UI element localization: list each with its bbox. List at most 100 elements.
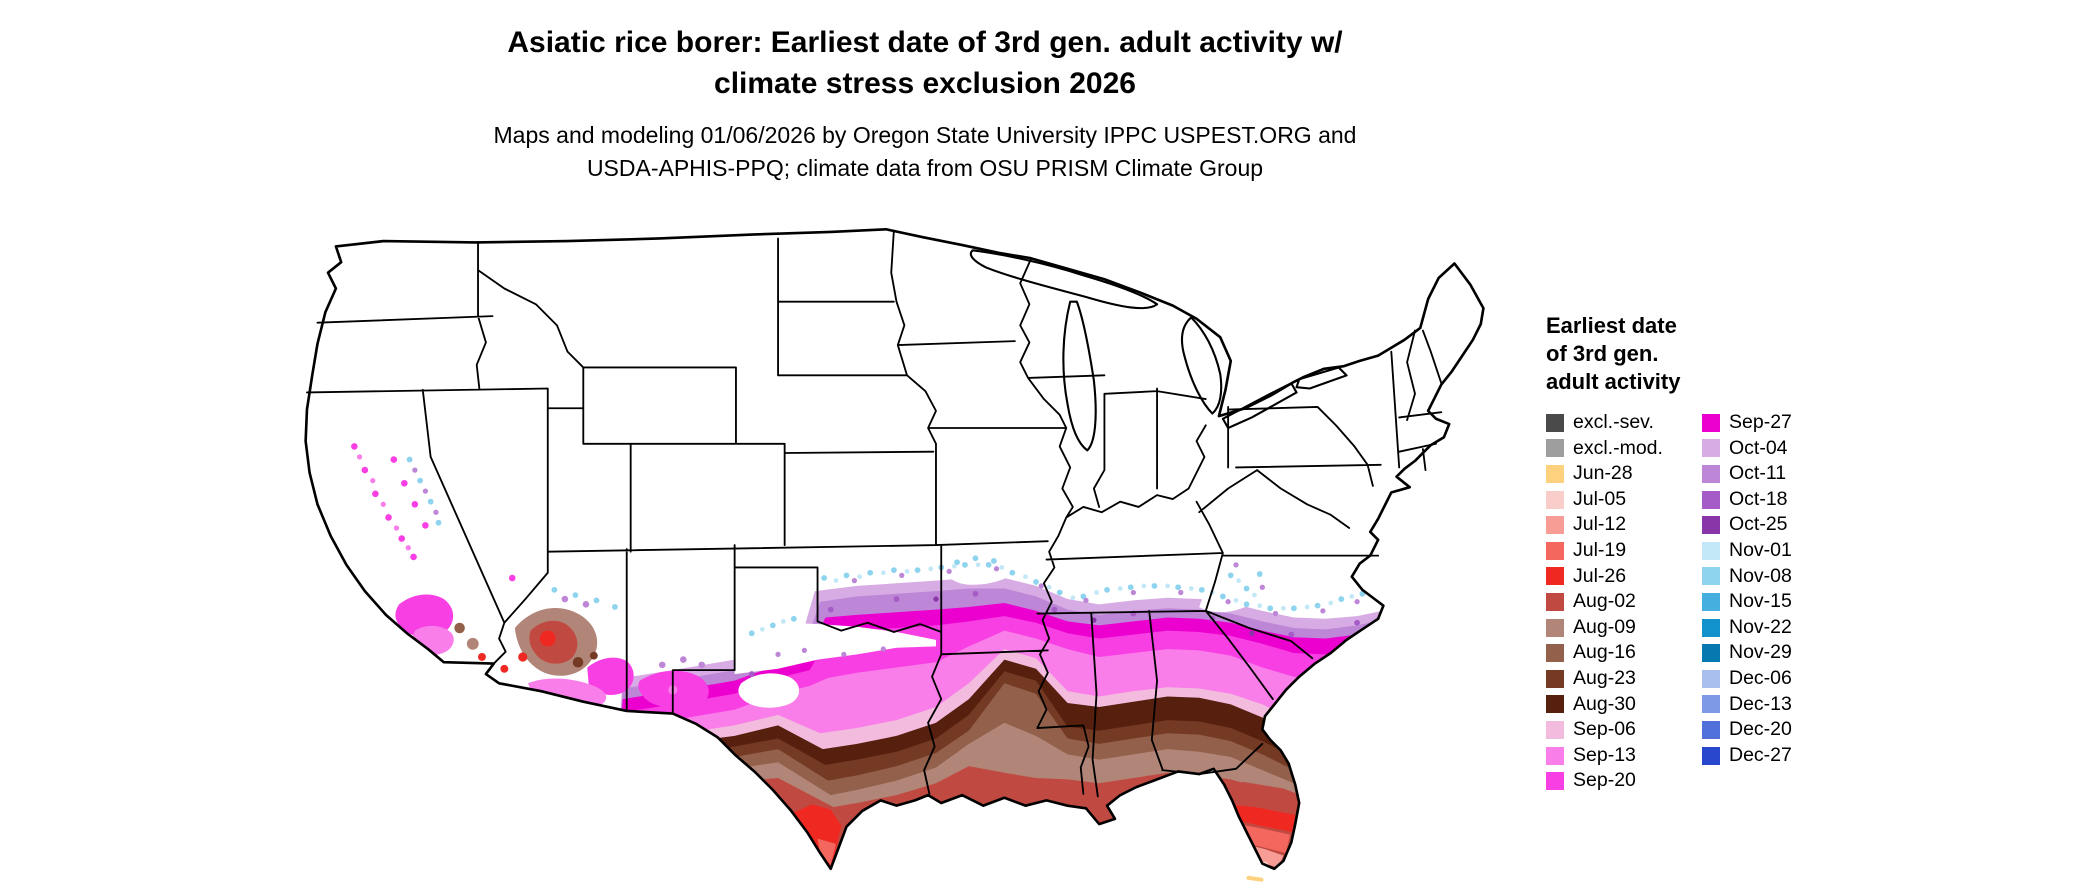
state-borders xyxy=(306,229,1443,798)
legend-label: Sep-06 xyxy=(1573,718,1636,741)
legend-row: Aug-23 xyxy=(1546,666,1702,692)
lake-huron xyxy=(1180,316,1223,415)
subtitle-line-2: USDA-APHIS-PPQ; climate data from OSU PR… xyxy=(586,155,1264,181)
legend-swatch xyxy=(1546,695,1564,714)
legend-swatch xyxy=(1546,618,1564,637)
legend-row: Oct-11 xyxy=(1702,461,1858,487)
map-region-socal-tan xyxy=(466,637,479,650)
map-speckles-pale-cyan xyxy=(759,562,1355,632)
legend-label: excl.-mod. xyxy=(1573,436,1663,459)
map-region-arizona-red xyxy=(539,630,556,647)
map-region-south-texas-jul19 xyxy=(817,838,836,865)
us-outline xyxy=(304,227,1485,871)
map-speckles-california-magenta xyxy=(351,443,516,582)
legend-label: Aug-02 xyxy=(1573,590,1636,613)
lake-superior xyxy=(969,249,1159,310)
legend-title-line-3: adult activity xyxy=(1546,369,1681,394)
legend-title-line-1: Earliest date xyxy=(1546,313,1677,338)
legend-row: Aug-02 xyxy=(1546,589,1702,615)
legend-label: Dec-06 xyxy=(1729,666,1792,689)
legend-swatch xyxy=(1702,746,1720,765)
legend-label: Jul-12 xyxy=(1573,513,1627,536)
map-region-arizona-red xyxy=(518,652,528,662)
legend-swatch xyxy=(1546,720,1564,739)
page-title: Asiatic rice borer: Earliest date of 3rd… xyxy=(290,22,1560,104)
map-speckles-california-pink xyxy=(356,454,411,551)
figure-header: Asiatic rice borer: Earliest date of 3rd… xyxy=(290,22,1560,185)
legend-label: Nov-29 xyxy=(1729,641,1792,664)
figure-subtitle: Maps and modeling 01/06/2026 by Oregon S… xyxy=(290,119,1560,185)
legend-label: Oct-25 xyxy=(1729,513,1788,536)
legend-label: Dec-20 xyxy=(1729,718,1792,741)
lake-erie xyxy=(1221,382,1298,430)
legend-swatch xyxy=(1702,413,1720,432)
legend-swatch xyxy=(1702,439,1720,458)
legend-label: Dec-13 xyxy=(1729,692,1792,715)
legend-label: Oct-18 xyxy=(1729,487,1788,510)
legend-row: Nov-15 xyxy=(1702,589,1858,615)
great-lakes xyxy=(969,249,1348,452)
legend-row: Nov-29 xyxy=(1702,640,1858,666)
legend-swatch xyxy=(1702,592,1720,611)
map-band-aug-02 xyxy=(606,766,1463,869)
legend-swatch xyxy=(1702,618,1720,637)
legend-row: Aug-16 xyxy=(1546,640,1702,666)
legend-swatch xyxy=(1702,490,1720,509)
map-region-florida-jul05 xyxy=(1247,856,1256,865)
legend-swatch xyxy=(1546,464,1564,483)
legend-row: Nov-22 xyxy=(1702,615,1858,641)
legend-swatch xyxy=(1546,413,1564,432)
legend-label: Dec-27 xyxy=(1729,743,1792,766)
map-gap-ozarks xyxy=(943,548,1018,585)
legend-swatch xyxy=(1702,695,1720,714)
legend-swatch xyxy=(1546,644,1564,663)
legend-label: Sep-20 xyxy=(1573,769,1636,792)
map-region-florida-keys-jun28 xyxy=(1246,875,1264,882)
legend-swatch xyxy=(1702,720,1720,739)
map-gap-edwards-plateau xyxy=(738,673,800,708)
legend-row: Nov-01 xyxy=(1702,538,1858,564)
legend-label: Jul-05 xyxy=(1573,487,1627,510)
legend-row: Dec-06 xyxy=(1702,666,1858,692)
legend-label: Nov-01 xyxy=(1729,539,1792,562)
map-region-arizona-darkbrown xyxy=(589,651,598,660)
map-region-arizona-red xyxy=(500,664,509,673)
legend-swatch xyxy=(1702,464,1720,483)
legend-swatch xyxy=(1702,516,1720,535)
subtitle-line-1: Maps and modeling 01/06/2026 by Oregon S… xyxy=(493,122,1357,148)
legend-label: Oct-04 xyxy=(1729,436,1788,459)
legend-label: excl.-sev. xyxy=(1573,411,1654,434)
legend-label: Nov-22 xyxy=(1729,615,1792,638)
legend-swatch xyxy=(1546,439,1564,458)
legend-row: Aug-09 xyxy=(1546,615,1702,641)
legend-title: Earliest date of 3rd gen. adult activity xyxy=(1546,312,1886,396)
legend-column: Sep-27 Oct-04 Oct-11 Oct-18 Oct-25 Nov-01 Nov-… xyxy=(1702,410,1858,794)
legend-row: Sep-20 xyxy=(1546,768,1702,794)
legend-label: Oct-11 xyxy=(1729,462,1787,485)
legend-swatch xyxy=(1546,772,1564,791)
map-gap-north-texas xyxy=(734,622,936,675)
legend-row: Dec-13 xyxy=(1702,692,1858,718)
legend-swatch xyxy=(1702,669,1720,688)
legend-swatch xyxy=(1546,541,1564,560)
legend-label: Aug-16 xyxy=(1573,641,1636,664)
legend-swatch xyxy=(1546,669,1564,688)
map-region-se-arizona-magenta xyxy=(587,657,634,695)
legend-title-line-2: of 3rd gen. xyxy=(1546,341,1659,366)
legend-row: Dec-20 xyxy=(1702,717,1858,743)
title-line-2: climate stress exclusion 2026 xyxy=(714,67,1136,100)
legend-swatch xyxy=(1702,644,1720,663)
map-speckles-purple xyxy=(412,467,1360,669)
legend-row: Sep-27 xyxy=(1702,410,1858,436)
legend-label: Sep-13 xyxy=(1573,743,1636,766)
legend-row: Dec-27 xyxy=(1702,743,1858,769)
map-region-socal-brown xyxy=(454,622,465,634)
legend-label: Jun-28 xyxy=(1573,462,1633,485)
legend-label: Jul-19 xyxy=(1573,539,1627,562)
legend-label: Nov-08 xyxy=(1729,564,1792,587)
map-region-arizona-darkbrown xyxy=(572,656,584,668)
legend-row: Oct-25 xyxy=(1702,512,1858,538)
map-legend: Earliest date of 3rd gen. adult activity… xyxy=(1546,312,1886,794)
legend-swatch xyxy=(1546,516,1564,535)
